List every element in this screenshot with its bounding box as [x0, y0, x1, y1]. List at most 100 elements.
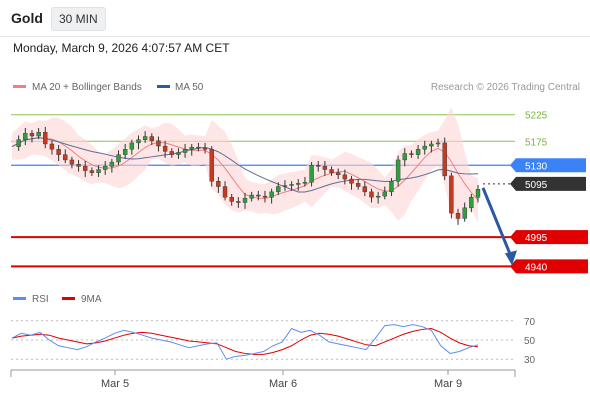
- bb-legend-label: MA 20 + Bollinger Bands: [32, 82, 142, 93]
- candle-body: [149, 136, 154, 141]
- forecast-arrow: [481, 187, 513, 257]
- timeframe-selector[interactable]: 30 MIN: [51, 7, 106, 31]
- candle-body: [256, 194, 261, 197]
- candle-body: [142, 136, 148, 140]
- candle-body: [469, 196, 474, 209]
- candle-body: [455, 212, 461, 219]
- candle-body: [316, 165, 321, 167]
- candle-body: [182, 149, 188, 153]
- candle-body: [29, 133, 35, 137]
- candle-body: [103, 166, 108, 170]
- candle-body: [209, 149, 214, 182]
- candle-body: [216, 181, 221, 187]
- candle-body: [462, 207, 467, 219]
- x-tick-label: Mar 9: [434, 378, 462, 390]
- rsi-ma-legend-swatch: [62, 297, 75, 300]
- candle-body: [56, 149, 61, 155]
- candle-body: [395, 159, 401, 182]
- candle-body: [449, 175, 454, 214]
- candle-body: [162, 145, 168, 152]
- rsi-legend-label: RSI: [32, 294, 49, 305]
- candle-body: [36, 132, 41, 137]
- timestamp: Monday, March 9, 2026 4:07:57 AM CET: [13, 41, 230, 55]
- candle-body: [422, 145, 427, 150]
- candle-body: [276, 186, 281, 193]
- rsi-line: [11, 324, 479, 360]
- bollinger-band: [12, 107, 478, 223]
- candle-body: [16, 139, 21, 147]
- candle-body: [355, 183, 361, 187]
- candle-body: [322, 166, 328, 170]
- level-tag-4995: [516, 230, 588, 245]
- rsi-ma-line: [11, 327, 479, 355]
- rsi-tick-label-70: 70: [524, 317, 536, 328]
- candle-body: [189, 146, 194, 150]
- candle-body: [282, 185, 288, 187]
- candle-body: [23, 133, 28, 140]
- ma50-legend-label: MA 50: [175, 82, 204, 93]
- candle-body: [342, 174, 348, 180]
- rsi-legend-swatch: [13, 297, 26, 300]
- candle-body: [289, 184, 294, 186]
- level-label-4995: 4995: [525, 233, 548, 244]
- candle-body: [309, 165, 314, 183]
- level-tag-pointer-5130: [510, 158, 516, 173]
- candle-body: [336, 172, 341, 176]
- candle-body: [302, 182, 308, 184]
- candle-body: [269, 191, 274, 198]
- candle-body: [442, 142, 447, 177]
- level-label-5130: 5130: [525, 161, 548, 172]
- candle-body: [176, 152, 181, 155]
- candle-body: [96, 169, 101, 173]
- rsi-tick-label-30: 30: [524, 355, 536, 366]
- candle-body: [202, 148, 208, 150]
- candle-body: [63, 154, 68, 161]
- candle-body: [236, 201, 241, 203]
- level-tag-5095: [516, 176, 586, 191]
- level-tag-pointer-4995: [510, 230, 516, 245]
- candle-body: [402, 153, 407, 161]
- candle-body: [129, 142, 135, 150]
- candle-body: [156, 140, 161, 147]
- candle-body: [296, 183, 301, 185]
- candle-body: [169, 151, 174, 155]
- level-label-5175: 5175: [525, 137, 548, 148]
- candle-body: [89, 170, 95, 173]
- research-credit: Research © 2026 Trading Central: [431, 82, 580, 93]
- candle-body: [369, 191, 374, 198]
- rsi-tick-label-50: 50: [524, 336, 536, 347]
- candle-body: [435, 142, 441, 145]
- level-tag-4940: [516, 259, 588, 274]
- candle-body: [382, 191, 387, 197]
- ma50-line: [11, 137, 479, 193]
- candle-body: [69, 159, 75, 165]
- candle-body: [122, 149, 128, 155]
- level-label-5095: 5095: [525, 180, 548, 191]
- candle-body: [196, 146, 201, 149]
- bb-legend-swatch: [13, 85, 26, 88]
- instrument-title: Gold: [11, 10, 43, 26]
- forecast-arrowhead: [505, 250, 517, 266]
- candle-body: [229, 196, 234, 202]
- candle-body: [76, 163, 81, 167]
- candle-body: [409, 153, 414, 155]
- candle-body: [109, 161, 115, 167]
- candle-body: [362, 186, 368, 193]
- x-tick-label: Mar 6: [269, 378, 297, 390]
- candle-body: [349, 178, 354, 184]
- candle-body: [249, 194, 254, 199]
- candle-body: [242, 198, 248, 203]
- candle-body: [83, 166, 88, 171]
- candle-body: [415, 149, 421, 155]
- candle-body: [49, 143, 55, 150]
- candle-body: [262, 195, 268, 198]
- level-label-5225: 5225: [525, 111, 548, 122]
- rsi-ma-legend-label: 9MA: [81, 294, 102, 305]
- header-bar: Gold 30 MIN: [0, 0, 590, 37]
- level-tag-pointer-5095: [510, 176, 516, 191]
- candle-body: [389, 181, 394, 193]
- candle-body: [136, 139, 141, 144]
- candle-body: [429, 143, 434, 147]
- candle-body: [116, 154, 121, 163]
